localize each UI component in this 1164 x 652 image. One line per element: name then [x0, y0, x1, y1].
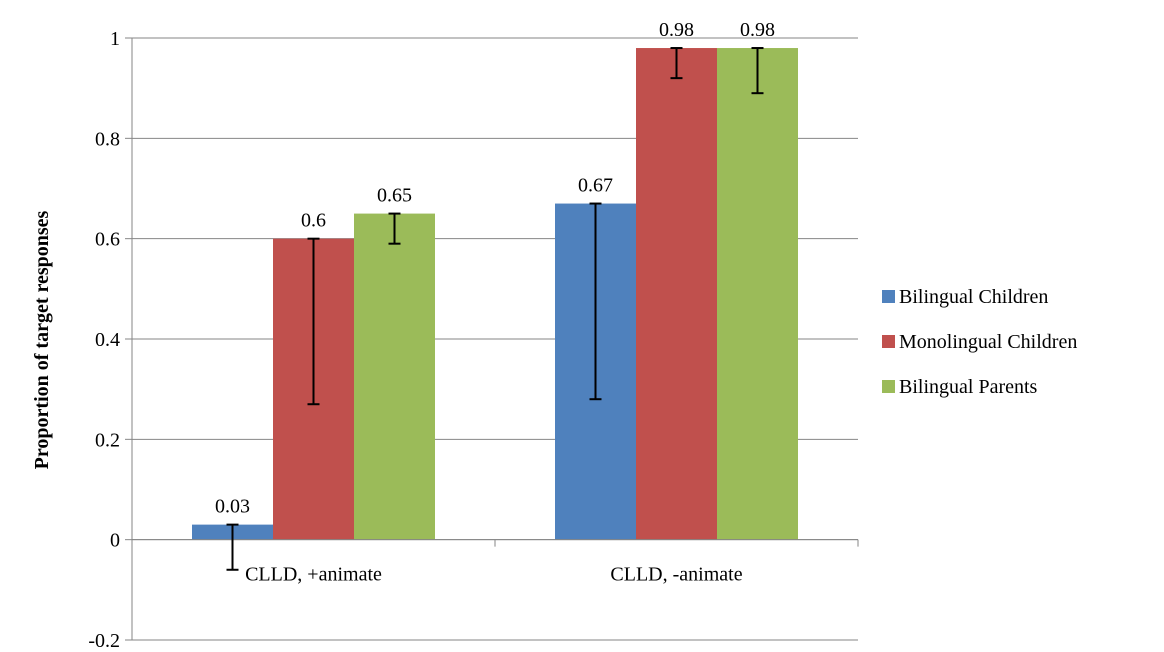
bar: [354, 213, 435, 540]
data-label: 0.98: [659, 19, 694, 41]
bar: [717, 48, 798, 540]
y-tick-label: 0.4: [95, 329, 120, 351]
data-label: 0.98: [740, 19, 775, 41]
legend-swatch: [882, 290, 895, 303]
bars: [192, 48, 798, 540]
legend-label: Bilingual Children: [899, 286, 1048, 308]
data-label: 0.6: [301, 210, 326, 232]
y-tick-label: 0.6: [95, 229, 120, 251]
y-tick-label: -0.2: [88, 630, 120, 652]
y-tick-label: 0: [110, 530, 120, 552]
legend-label: Bilingual Parents: [899, 376, 1038, 398]
x-tick-label: CLLD, -animate: [610, 564, 742, 586]
y-axis-title: Proportion of target responses: [31, 210, 53, 469]
axes: -0.2 0 0.2 0.4 0.6 0.8 1: [88, 28, 859, 652]
legend-label: Monolingual Children: [899, 331, 1077, 353]
legend-swatch: [882, 335, 895, 348]
y-tick-label: 0.2: [95, 429, 120, 451]
y-tick-label: 1: [110, 28, 120, 50]
legend-swatch: [882, 380, 895, 393]
data-label: 0.03: [215, 496, 250, 518]
data-label: 0.67: [578, 175, 613, 197]
x-tick-label: CLLD, +animate: [245, 564, 382, 586]
y-tick-label: 0.8: [95, 128, 120, 150]
bar: [636, 48, 717, 540]
data-label: 0.65: [377, 185, 412, 207]
data-labels: 0.03 0.6 0.65 CLLD, +animate 0.67 0.98 0.98 CLL…: [215, 19, 775, 586]
legend: Bilingual Children Monolingual Children Bi…: [882, 286, 1077, 398]
